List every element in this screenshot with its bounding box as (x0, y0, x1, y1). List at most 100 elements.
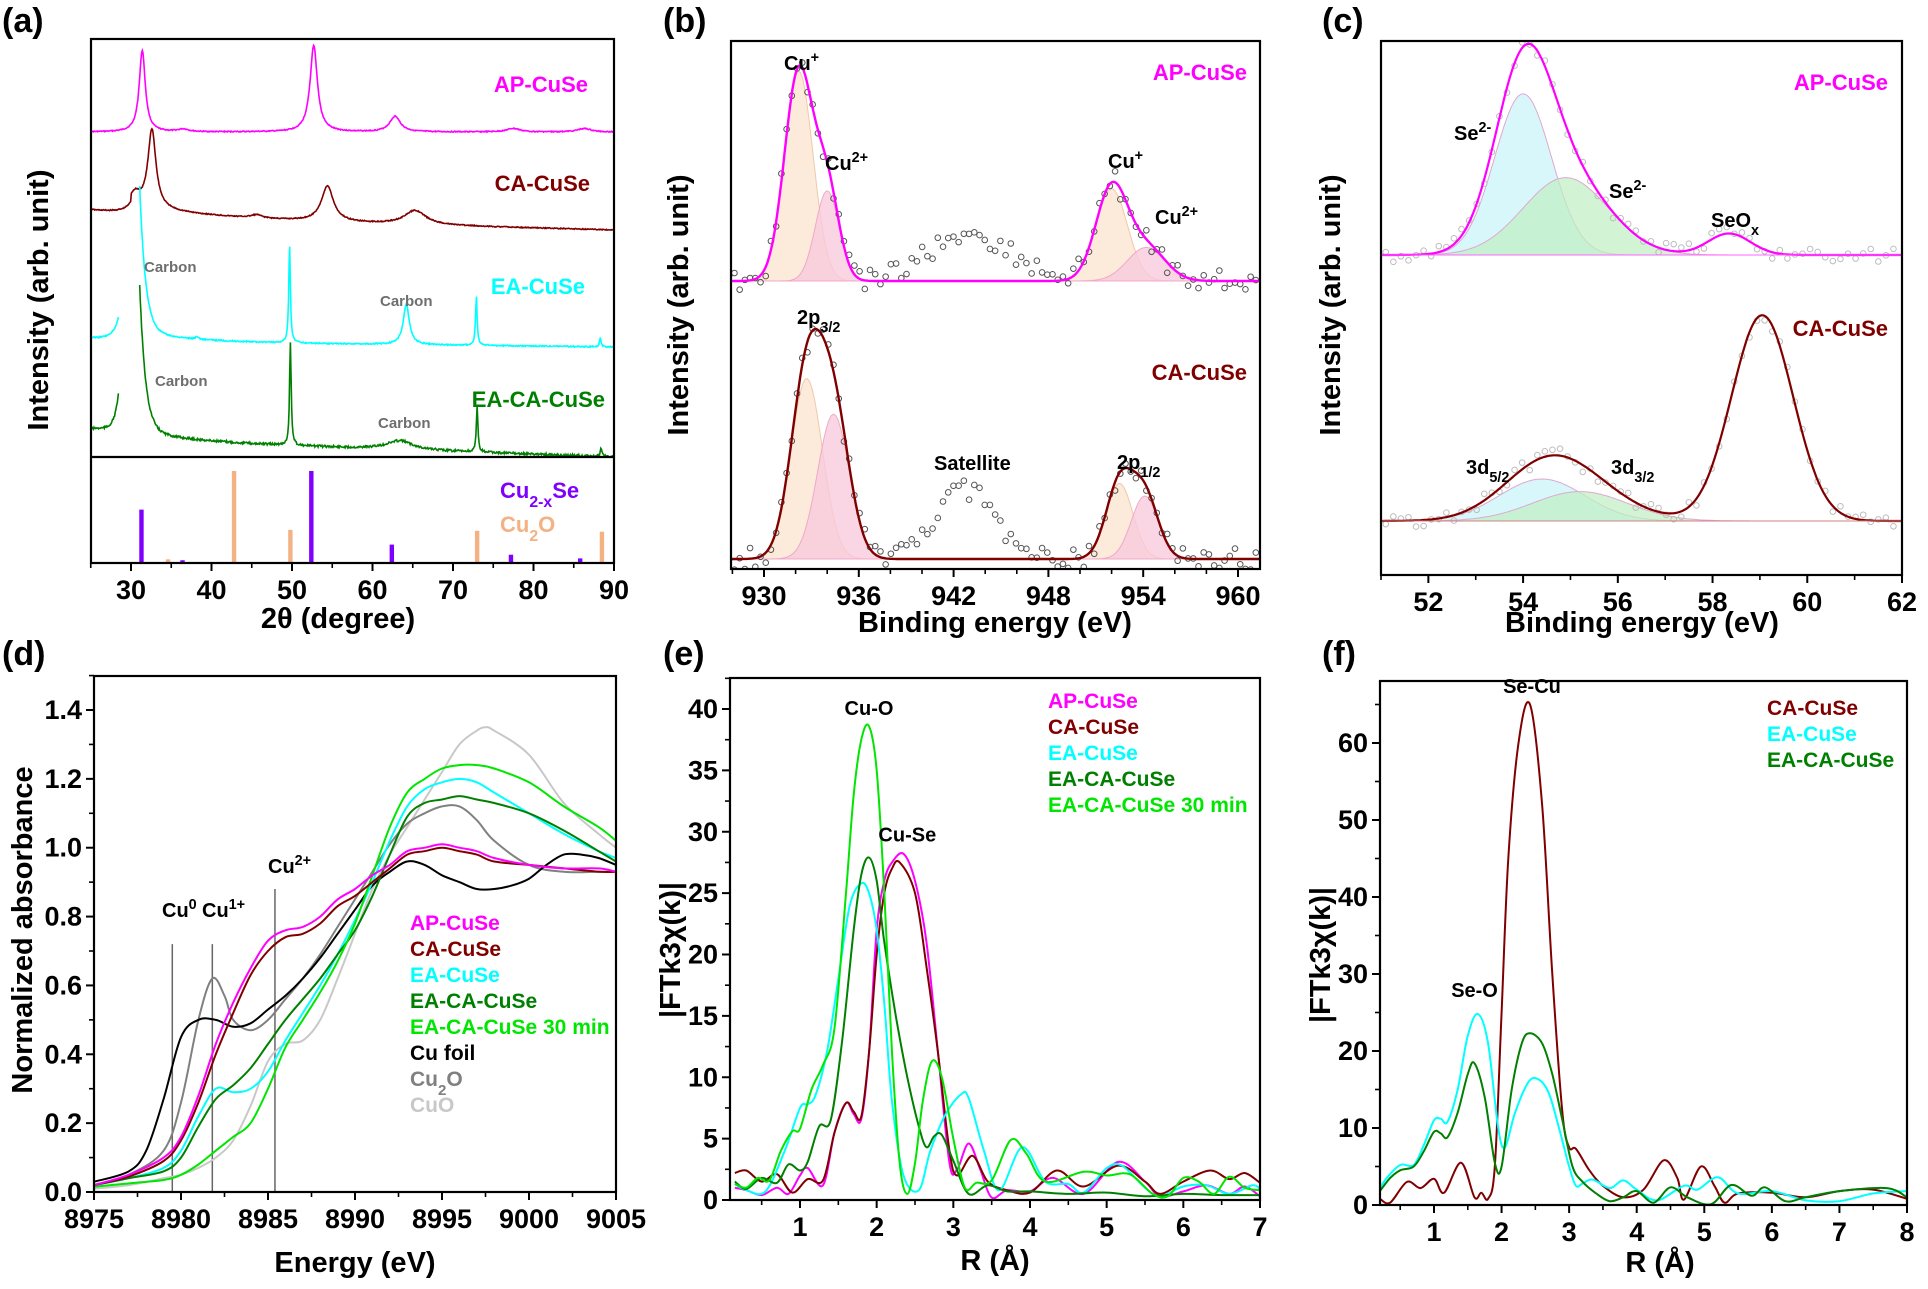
annotation-2p12-part: 1/2 (1140, 465, 1160, 481)
exafs-line-ap-cuse (734, 852, 1260, 1200)
y-tick-label: 20 (1338, 1036, 1368, 1066)
data-point (1122, 460, 1129, 467)
x-tick-label: 1 (792, 1212, 807, 1242)
reference-label-cu2-xse-part: 2-x (529, 494, 552, 511)
legend-entry: EA-CA-CuSe (410, 990, 537, 1013)
reference-stick-cu2-xse (180, 560, 185, 563)
series-label-ca-cuse: CA-CuSe (1152, 360, 1247, 385)
data-point (1579, 468, 1587, 476)
annotation-se2-minus-part: Se (1454, 123, 1478, 145)
y-tick-label: 0.8 (44, 902, 82, 932)
data-point (1242, 286, 1249, 293)
data-point (1179, 545, 1187, 552)
plot-frame (1379, 39, 1904, 577)
x-tick-label: 9000 (499, 1204, 559, 1234)
data-point (1784, 255, 1791, 262)
data-point (1023, 259, 1030, 267)
reference-stick-cu2o (599, 531, 605, 563)
x-tick-label: 7 (1832, 1217, 1847, 1247)
y-axis-title: Intensity (arb. unit) (23, 170, 55, 431)
annotation-2p12-part: 2p (1117, 452, 1140, 474)
annotation-seox-part: x (1751, 223, 1759, 239)
series-label-ap-cuse: AP-CuSe (1153, 60, 1247, 85)
annotation-seox-part: SeO (1711, 210, 1751, 232)
panel-label-d: (d) (2, 635, 45, 673)
annotation-3d32: 3d3/2 (1611, 457, 1654, 486)
x-tick-label: 70 (438, 575, 468, 605)
data-point (1231, 545, 1239, 552)
xrd-line-ea-cuse (91, 316, 120, 340)
x-tick-label: 930 (741, 581, 786, 611)
xps-c-group (1381, 41, 1902, 530)
data-point (1473, 506, 1480, 514)
exafs-line-ea-ca-cuse (734, 856, 1260, 1198)
data-point (1033, 554, 1041, 561)
exafs-e-group (734, 723, 1260, 1200)
y-tick-label: 0 (1353, 1190, 1368, 1220)
data-point (871, 542, 879, 550)
data-point (1867, 518, 1875, 526)
reference-label-cu2o-part: O (538, 512, 555, 537)
data-point (1526, 466, 1534, 474)
data-point (746, 544, 754, 552)
data-point (965, 496, 973, 504)
panel-a: (a) AP-CuSe CA-CuSe EA-CuSe EA-CA-CuSe Carbon… (2, 2, 629, 635)
xps-b-group (731, 59, 1260, 569)
annotation-cu-2plus-2-part: 2+ (1182, 204, 1198, 220)
y-tick-label: 35 (688, 755, 718, 785)
plot-frame (729, 39, 1262, 571)
annotation-cu-plus-part: + (811, 50, 819, 66)
x-tick-label: 936 (836, 581, 881, 611)
data-point (1205, 551, 1213, 558)
data-point (1541, 448, 1549, 455)
exafs-line-ca-cuse (1380, 701, 1907, 1205)
annotation-cu-2plus-2: Cu2+ (1155, 204, 1198, 229)
data-point (752, 563, 759, 569)
data-point (1049, 271, 1056, 278)
x-axis-title-part: θ (277, 603, 293, 635)
data-point (1405, 257, 1412, 264)
data-point (1837, 502, 1844, 510)
data-point (757, 278, 764, 286)
x-tick-label: 2 (1494, 1217, 1509, 1247)
fit-envelope-ap-cuse (731, 64, 1260, 283)
annotation-cu1plus-part: Cu (202, 900, 229, 922)
data-point (1723, 223, 1731, 231)
xanes-line-ap-cuse (94, 843, 616, 1187)
data-point (762, 559, 770, 566)
y-tick-label: 40 (688, 694, 718, 724)
panel-d: (d)Cu0 Cu1+Cu2+AP-CuSeCA-CuSeEA-CuSeEA-CA… (2, 635, 646, 1279)
x-tick-label: 8990 (325, 1204, 385, 1234)
data-point (1043, 549, 1051, 556)
x-axis-title: Binding energy (eV) (858, 607, 1132, 639)
exafs-line-ca-cuse (734, 859, 1260, 1195)
x-tick-label: 56 (1603, 587, 1633, 617)
data-point (1420, 247, 1427, 254)
y-tick-label: 0.4 (44, 1039, 82, 1069)
exafs-f-group (1380, 701, 1907, 1205)
data-point (1070, 546, 1077, 553)
data-point (819, 326, 827, 333)
x-axis-title: Energy (eV) (274, 1247, 435, 1279)
y-axis-title: Intensity (arb. unit) (663, 175, 695, 436)
data-point (1405, 513, 1412, 521)
annotation-satellite: Satellite (934, 453, 1011, 475)
panel-label-a: (a) (2, 2, 44, 40)
annotation-cu-2plus-part: Cu (825, 153, 852, 175)
data-point (1221, 557, 1228, 564)
data-point (1609, 214, 1617, 222)
data-point (1518, 41, 1526, 46)
reference-label-cu2-xse-part: Cu (500, 478, 529, 503)
annotation-cu-2plus: Cu2+ (825, 150, 868, 175)
reference-label-cu2-xse: Cu2-xSe (500, 478, 579, 511)
x-tick-label: 8980 (151, 1204, 211, 1234)
data-point (1852, 255, 1859, 262)
data-point (892, 260, 900, 267)
x-tick-label: 7 (1252, 1212, 1267, 1242)
peak-label: Cu-O (845, 698, 894, 720)
data-point (1677, 513, 1685, 521)
reference-stick-cu2o (474, 530, 480, 563)
data-point (1443, 509, 1450, 516)
